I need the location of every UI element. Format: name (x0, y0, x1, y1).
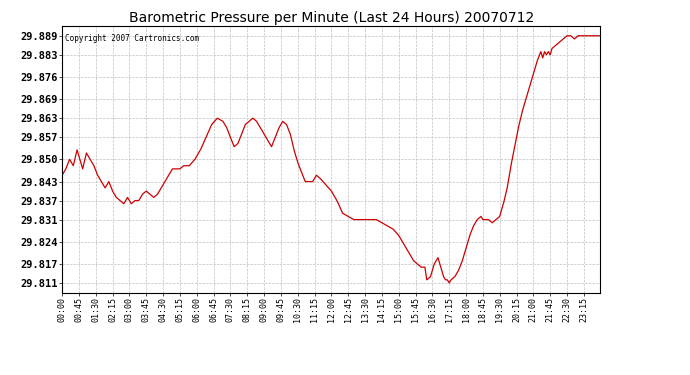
Title: Barometric Pressure per Minute (Last 24 Hours) 20070712: Barometric Pressure per Minute (Last 24 … (128, 11, 534, 25)
Text: Copyright 2007 Cartronics.com: Copyright 2007 Cartronics.com (65, 34, 199, 43)
